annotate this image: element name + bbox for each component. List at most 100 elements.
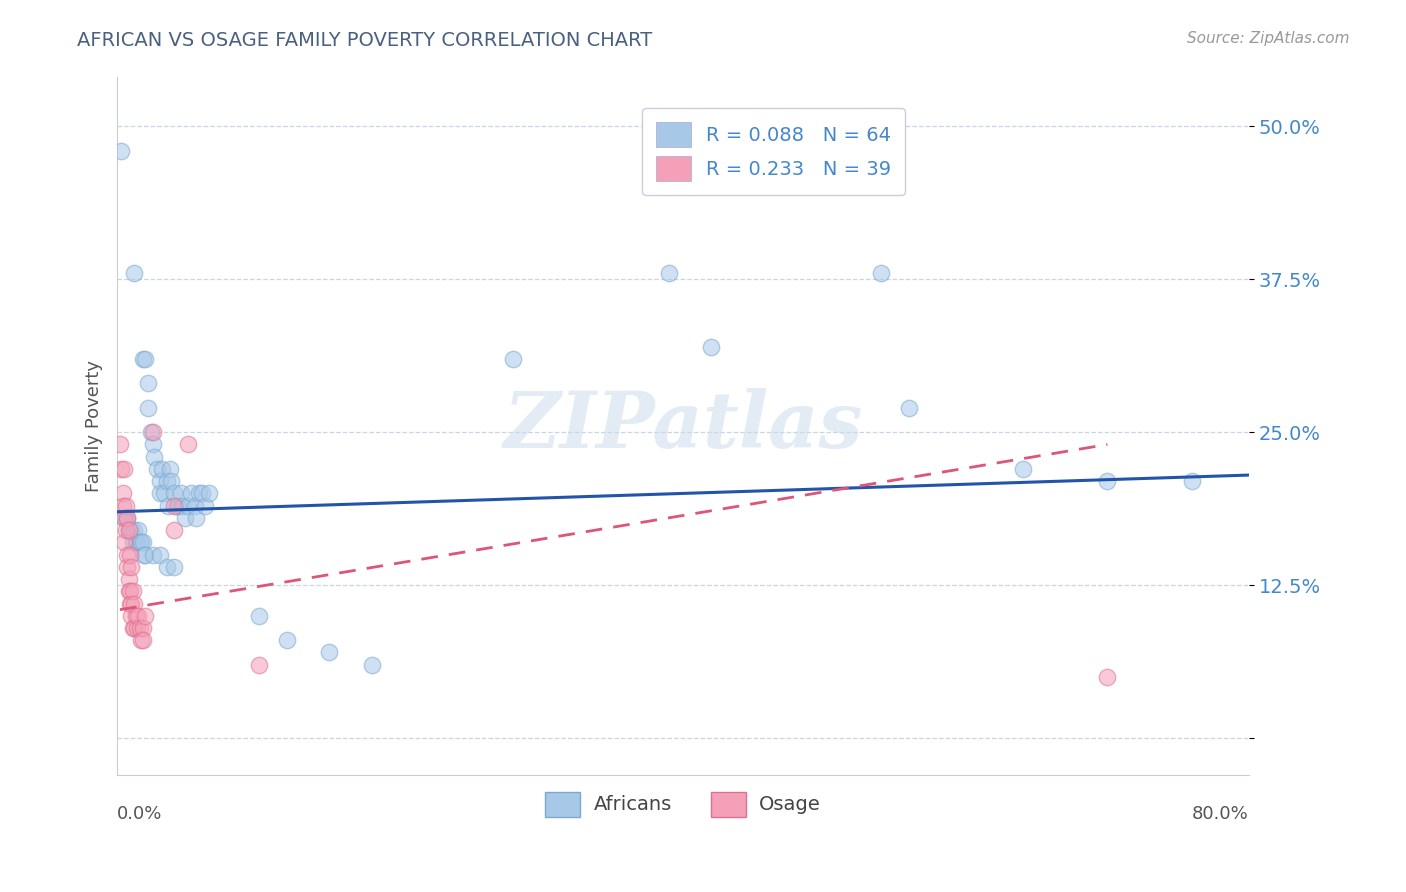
Point [247, 657, 270, 672]
Point [121, 584, 143, 599]
Point [128, 535, 150, 549]
Point [188, 486, 211, 500]
Point [149, 474, 172, 488]
Point [129, 535, 152, 549]
Point [115, 511, 138, 525]
Point [177, 437, 200, 451]
Point [318, 645, 340, 659]
Point [111, 486, 134, 500]
Text: 80.0%: 80.0% [1192, 805, 1249, 823]
Point [143, 450, 166, 464]
Point [152, 462, 174, 476]
Point [121, 621, 143, 635]
Text: ZIPatlas: ZIPatlas [503, 388, 863, 465]
Point [112, 511, 135, 525]
Text: Source: ZipAtlas.com: Source: ZipAtlas.com [1187, 31, 1350, 46]
Point [139, 425, 162, 440]
Point [120, 559, 142, 574]
Point [108, 437, 131, 451]
Point [1097, 670, 1119, 684]
Point [191, 486, 214, 500]
Legend: Africans, Osage: Africans, Osage [537, 784, 830, 824]
Point [111, 499, 134, 513]
Point [122, 621, 145, 635]
Point [870, 266, 893, 280]
Point [1097, 474, 1119, 488]
Point [186, 511, 208, 525]
Point [134, 548, 156, 562]
Point [134, 608, 156, 623]
Point [194, 499, 217, 513]
Point [114, 511, 136, 525]
Point [128, 621, 150, 635]
Point [120, 523, 142, 537]
Point [136, 376, 159, 391]
Point [276, 633, 298, 648]
Point [156, 474, 179, 488]
Point [898, 401, 921, 415]
Point [118, 548, 141, 562]
Point [174, 511, 197, 525]
Point [167, 499, 190, 513]
Text: 0.0%: 0.0% [117, 805, 163, 823]
Point [127, 608, 149, 623]
Point [124, 608, 146, 623]
Point [247, 608, 270, 623]
Point [142, 425, 165, 440]
Point [131, 535, 153, 549]
Point [180, 486, 202, 500]
Point [122, 597, 145, 611]
Point [198, 486, 221, 500]
Point [131, 621, 153, 635]
Point [177, 499, 200, 513]
Point [110, 462, 132, 476]
Point [117, 572, 139, 586]
Point [112, 535, 135, 549]
Point [502, 351, 524, 366]
Point [131, 633, 153, 648]
Point [132, 548, 155, 562]
Point [134, 351, 156, 366]
Text: AFRICAN VS OSAGE FAMILY POVERTY CORRELATION CHART: AFRICAN VS OSAGE FAMILY POVERTY CORRELAT… [77, 31, 652, 50]
Point [120, 597, 142, 611]
Point [157, 499, 180, 513]
Point [115, 559, 138, 574]
Point [110, 144, 132, 158]
Point [118, 523, 141, 537]
Point [122, 266, 145, 280]
Point [658, 266, 681, 280]
Point [112, 511, 135, 525]
Point [120, 608, 142, 623]
Point [117, 584, 139, 599]
Point [121, 535, 143, 549]
Point [131, 351, 153, 366]
Point [170, 486, 193, 500]
Point [142, 437, 165, 451]
Point [160, 474, 183, 488]
Point [146, 462, 169, 476]
Point [142, 548, 165, 562]
Point [159, 462, 181, 476]
Point [125, 535, 148, 549]
Point [124, 535, 146, 549]
Point [700, 340, 723, 354]
Point [115, 548, 138, 562]
Point [149, 486, 172, 500]
Point [163, 486, 186, 500]
Point [166, 499, 188, 513]
Point [163, 559, 186, 574]
Point [149, 548, 172, 562]
Point [163, 523, 186, 537]
Point [156, 559, 179, 574]
Y-axis label: Family Poverty: Family Poverty [86, 360, 103, 492]
Point [127, 523, 149, 537]
Point [118, 597, 141, 611]
Point [118, 584, 141, 599]
Point [129, 633, 152, 648]
Point [114, 499, 136, 513]
Point [117, 523, 139, 537]
Point [1011, 462, 1033, 476]
Point [122, 523, 145, 537]
Point [163, 499, 186, 513]
Point [136, 401, 159, 415]
